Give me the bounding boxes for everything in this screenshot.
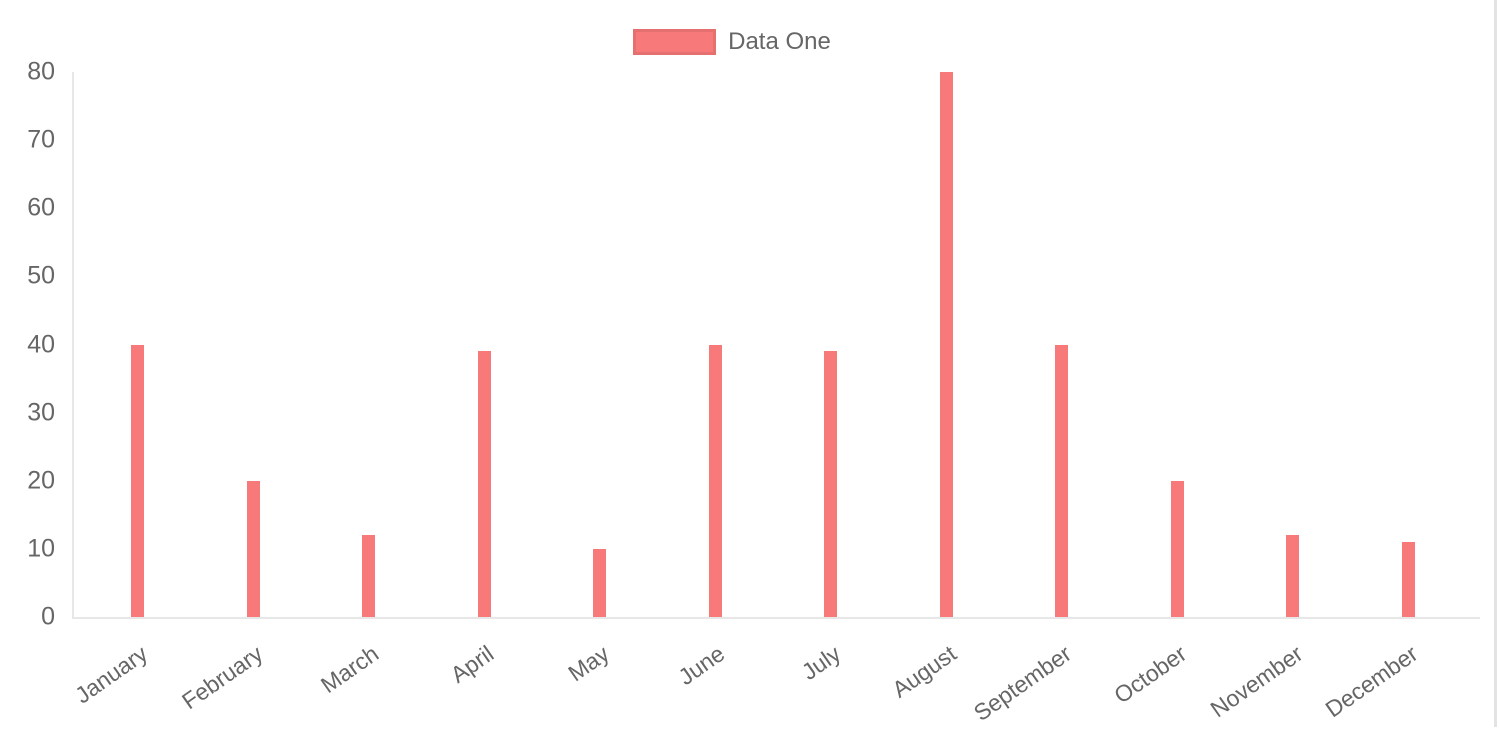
bar-cell: [1120, 72, 1236, 617]
y-tick-label: 70: [27, 125, 55, 154]
x-tick-label: June: [673, 640, 730, 691]
x-axis: January February March April May June July Augu…: [70, 619, 1480, 739]
bar-cell: [542, 72, 658, 617]
bar-november[interactable]: [1286, 535, 1300, 617]
x-tick-label: May: [563, 640, 615, 687]
bar-august[interactable]: [939, 72, 953, 617]
plot-area: [72, 72, 1480, 619]
y-tick-label: 20: [27, 466, 55, 495]
legend-swatch: [633, 29, 717, 55]
bar-december[interactable]: [1401, 542, 1415, 617]
x-label-cell: March: [311, 619, 427, 739]
x-label-cell: July: [773, 619, 889, 739]
legend-label: Data One: [728, 28, 831, 55]
bar-april[interactable]: [477, 351, 491, 617]
x-label-cell: November: [1205, 619, 1351, 739]
bar-may[interactable]: [593, 548, 607, 617]
x-label-cell: September: [969, 619, 1120, 739]
x-label-cell: October: [1110, 619, 1236, 739]
y-tick-label: 0: [41, 602, 55, 631]
y-tick-label: 60: [27, 193, 55, 222]
bar-october[interactable]: [1170, 480, 1184, 617]
x-label-cell: May: [542, 619, 658, 739]
y-axis: 0 10 20 30 40 50 60 70 80: [0, 59, 55, 629]
x-label-cell: April: [427, 619, 543, 739]
bar-cell: [80, 72, 196, 617]
bars-row: [74, 72, 1480, 617]
bar-june[interactable]: [708, 344, 722, 617]
y-tick-label: 50: [27, 261, 55, 290]
y-tick-label: 80: [27, 57, 55, 86]
x-label-cell: December: [1321, 619, 1467, 739]
bar-january[interactable]: [131, 344, 145, 617]
bar-cell: [773, 72, 889, 617]
page-right-border: [1494, 0, 1497, 727]
bar-cell: [427, 72, 543, 617]
bar-september[interactable]: [1055, 344, 1069, 617]
y-tick-label: 10: [27, 534, 55, 563]
x-label-cell: June: [658, 619, 774, 739]
bar-cell: [1004, 72, 1120, 617]
bar-march[interactable]: [362, 535, 376, 617]
bar-cell: [1351, 72, 1467, 617]
x-label-cell: January: [70, 619, 196, 739]
x-tick-label: October: [1109, 640, 1192, 709]
x-tick-label: July: [796, 640, 846, 685]
bar-cell: [658, 72, 774, 617]
y-tick-label: 30: [27, 398, 55, 427]
bar-cell: [196, 72, 312, 617]
x-tick-label: August: [887, 640, 961, 703]
x-tick-label: January: [70, 640, 153, 709]
x-label-cell: February: [177, 619, 312, 739]
bar-cell: [311, 72, 427, 617]
bar-july[interactable]: [824, 351, 838, 617]
bar-cell: [1235, 72, 1351, 617]
x-tick-label: March: [315, 640, 384, 699]
bar-cell: [889, 72, 1005, 617]
x-tick-label: April: [445, 640, 499, 688]
legend-item-data-one[interactable]: Data One: [0, 28, 1464, 56]
y-tick-label: 40: [27, 330, 55, 358]
bar-february[interactable]: [246, 480, 260, 617]
